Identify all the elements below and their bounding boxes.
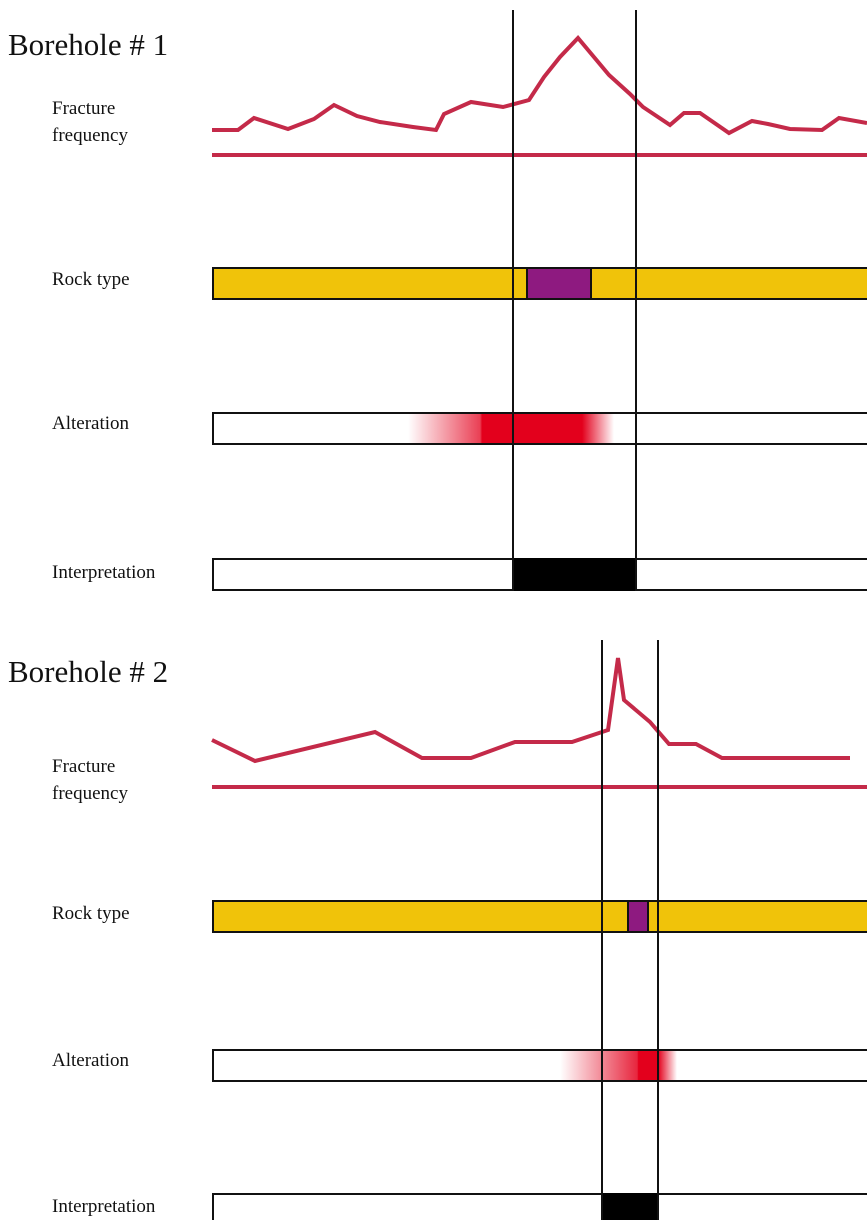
borehole-2-interpretation-bar [212,1193,867,1220]
borehole-2-alteration-bar [212,1049,867,1082]
borehole-2-rock-label: Rock type [52,903,130,924]
borehole-1-frequency-label: Fracture frequency [52,95,128,149]
borehole-2-frequency-label-line2: frequency [52,783,128,804]
borehole-2-rock-bar [212,900,867,933]
borehole-2-fracture-frequency-curve [211,657,850,764]
borehole-2-interpretation-zone [602,1193,658,1220]
borehole-2-frequency-label-line1: Fracture [52,756,116,777]
borehole-2-title: Borehole # 2 [8,654,169,689]
borehole-1-alteration-zone [408,414,614,443]
borehole-2-frequency-label: Fracture frequency [52,753,128,807]
borehole-1-frequency-label-line1: Fracture [52,98,116,119]
borehole-2-interpretation-label: Interpretation [52,1196,156,1217]
borehole-1-rock-intrusion [526,267,592,300]
borehole-1-alteration-label: Alteration [52,413,130,434]
borehole-1-rock-label: Rock type [52,269,130,290]
borehole-1-interpretation-zone [513,558,636,591]
borehole-1-interpretation-label: Interpretation [52,562,156,583]
borehole-1-title: Borehole # 1 [8,27,169,62]
borehole-2-alteration-label: Alteration [52,1050,130,1071]
borehole-1-fracture-frequency-curve [212,34,867,136]
borehole-2-rock-intrusion [627,900,649,933]
borehole-2-alteration-zone [560,1051,677,1080]
borehole-1-frequency-label-line2: frequency [52,125,128,146]
